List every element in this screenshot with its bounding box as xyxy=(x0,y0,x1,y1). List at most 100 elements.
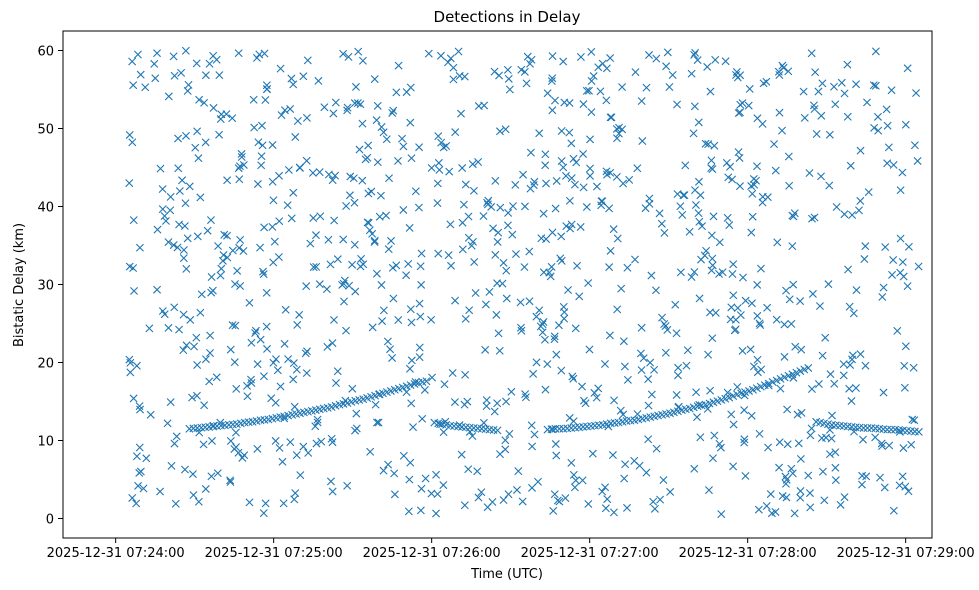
clutter-point xyxy=(856,196,865,205)
clutter-point xyxy=(451,296,460,305)
clutter-point xyxy=(192,59,201,68)
clutter-point xyxy=(427,315,436,324)
clutter-point xyxy=(587,47,596,56)
clutter-point xyxy=(167,461,176,470)
clutter-point xyxy=(559,57,568,66)
clutter-point xyxy=(601,504,610,513)
clutter-point xyxy=(243,392,252,401)
clutter-point xyxy=(764,443,773,452)
clutter-point xyxy=(440,380,449,389)
clutter-point xyxy=(704,140,713,149)
clutter-point xyxy=(250,123,259,132)
clutter-point xyxy=(433,179,442,188)
clutter-point xyxy=(385,174,394,183)
clutter-point xyxy=(668,71,677,79)
clutter-point xyxy=(379,466,388,475)
clutter-point xyxy=(376,191,385,200)
clutter-point xyxy=(207,288,216,297)
clutter-point xyxy=(194,154,203,163)
clutter-point xyxy=(521,390,530,399)
clutter-point xyxy=(184,80,193,89)
clutter-point xyxy=(384,245,393,254)
clutter-point xyxy=(484,196,493,205)
clutter-point xyxy=(313,418,322,427)
clutter-point xyxy=(749,362,758,371)
clutter-point xyxy=(175,187,184,196)
clutter-point xyxy=(424,49,433,58)
clutter-point xyxy=(291,133,300,142)
clutter-point xyxy=(658,313,667,322)
clutter-point xyxy=(182,341,191,350)
clutter-point xyxy=(304,448,313,457)
clutter-point xyxy=(383,337,392,346)
clutter-point xyxy=(778,126,787,135)
clutter-point xyxy=(771,166,780,175)
clutter-point xyxy=(896,234,905,243)
clutter-point xyxy=(257,121,266,130)
clutter-point xyxy=(465,306,474,315)
clutter-point xyxy=(296,471,305,480)
clutter-point xyxy=(847,397,856,406)
clutter-point xyxy=(787,464,796,473)
clutter-point xyxy=(588,449,597,458)
clutter-point xyxy=(758,198,767,207)
x-axis-ticks: 2025-12-31 07:24:00 2025-12-31 07:25:00 20… xyxy=(47,538,975,561)
clutter-point xyxy=(776,384,785,393)
clutter-point xyxy=(249,95,258,104)
clutter-point xyxy=(287,74,296,83)
clutter-point xyxy=(328,176,337,185)
clutter-point xyxy=(464,465,473,474)
clutter-point xyxy=(311,422,320,431)
clutter-point xyxy=(543,89,552,98)
clutter-point xyxy=(179,254,188,263)
clutter-point xyxy=(900,383,909,392)
clutter-point xyxy=(543,360,552,369)
clutter-point xyxy=(209,103,218,112)
clutter-point xyxy=(796,454,805,463)
clutter-point xyxy=(571,476,580,485)
clutter-point xyxy=(201,138,210,147)
clutter-point xyxy=(733,383,742,392)
clutter-point xyxy=(879,283,888,292)
clutter-point xyxy=(271,436,280,445)
clutter-point xyxy=(550,490,559,499)
clutter-point xyxy=(631,68,640,77)
clutter-point xyxy=(280,106,289,115)
clutter-point xyxy=(904,242,913,251)
clutter-point xyxy=(657,219,666,228)
clutter-point xyxy=(529,369,538,378)
clutter-point xyxy=(548,74,557,83)
clutter-point xyxy=(258,141,267,150)
clutter-point xyxy=(205,377,214,386)
clutter-point xyxy=(193,232,202,241)
clutter-point xyxy=(522,79,531,88)
clutter-point xyxy=(379,306,388,315)
clutter-point xyxy=(554,321,563,330)
clutter-point xyxy=(748,189,757,198)
clutter-point xyxy=(231,280,240,289)
clutter-point xyxy=(548,106,557,115)
clutter-point xyxy=(220,230,229,239)
clutter-point xyxy=(389,294,398,303)
clutter-point xyxy=(402,88,411,97)
clutter-point xyxy=(569,154,578,163)
clutter-point xyxy=(651,286,660,295)
clutter-point xyxy=(783,405,792,414)
clutter-point xyxy=(388,353,397,362)
clutter-point xyxy=(532,312,541,321)
clutter-point xyxy=(302,369,311,378)
clutter-point xyxy=(491,250,500,259)
clutter-point xyxy=(763,303,772,312)
clutter-point xyxy=(373,158,382,167)
clutter-point xyxy=(474,158,483,167)
clutter-point xyxy=(128,493,137,502)
clutter-point xyxy=(129,394,138,403)
clutter-point xyxy=(770,140,779,149)
clutter-point xyxy=(197,290,206,299)
clutter-point xyxy=(357,254,366,263)
clutter-point xyxy=(863,98,872,107)
clutter-point xyxy=(530,177,539,186)
clutter-point xyxy=(831,100,840,109)
clutter-point xyxy=(226,476,235,485)
clutter-point xyxy=(620,362,629,371)
